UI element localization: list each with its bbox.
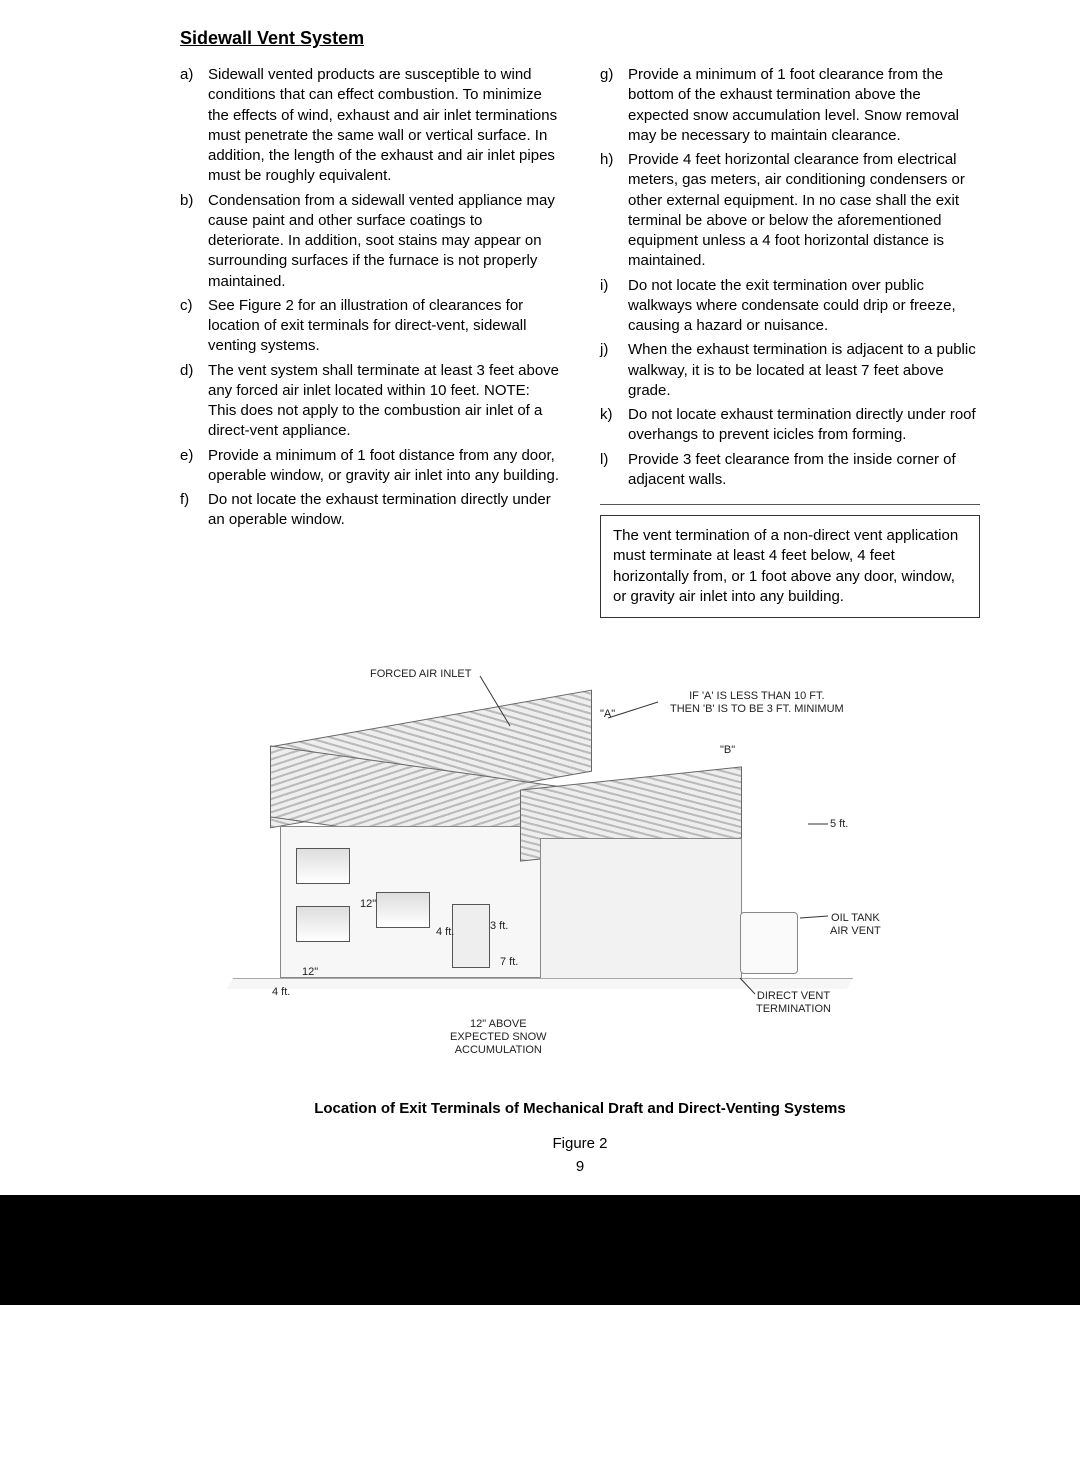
right-item: k)Do not locate exhaust termination dire…: [600, 405, 980, 446]
label-4ft-b: 4 ft.: [272, 986, 290, 999]
two-column-body: a)Sidewall vented products are susceptib…: [180, 65, 980, 618]
label-forced-air-inlet: FORCED AIR INLET: [370, 668, 471, 681]
figure-2: FORCED AIR INLET "A" IF 'A' IS LESS THAN…: [180, 648, 980, 1175]
label-5ft: 5 ft.: [830, 818, 848, 831]
list-marker: h): [600, 150, 628, 272]
list-marker: g): [600, 65, 628, 146]
label-12in-b: 12": [302, 966, 318, 979]
right-item: h)Provide 4 feet horizontal clearance fr…: [600, 150, 980, 272]
divider: [600, 504, 980, 505]
figure-caption: Location of Exit Terminals of Mechanical…: [180, 1100, 980, 1117]
left-item: c)See Figure 2 for an illustration of cl…: [180, 296, 560, 357]
label-a: "A": [600, 708, 615, 721]
list-text: Provide 3 feet clearance from the inside…: [628, 450, 980, 491]
left-item: b)Condensation from a sidewall vented ap…: [180, 191, 560, 292]
list-text: Do not locate exhaust termination direct…: [628, 405, 980, 446]
list-marker: b): [180, 191, 208, 292]
label-snow: 12" ABOVE EXPECTED SNOW ACCUMULATION: [450, 1018, 547, 1058]
list-text: Do not locate the exhaust termination di…: [208, 490, 560, 531]
label-rule-text: IF 'A' IS LESS THAN 10 FT. THEN 'B' IS T…: [670, 690, 844, 716]
list-marker: k): [600, 405, 628, 446]
list-text: The vent system shall terminate at least…: [208, 361, 560, 442]
list-text: When the exhaust termination is adjacent…: [628, 340, 980, 401]
list-marker: e): [180, 446, 208, 487]
left-item: a)Sidewall vented products are susceptib…: [180, 65, 560, 187]
figure-label: Figure 2: [180, 1135, 980, 1152]
list-text: Provide a minimum of 1 foot clearance fr…: [628, 65, 980, 146]
label-12in-a: 12": [360, 898, 376, 911]
list-marker: l): [600, 450, 628, 491]
list-marker: i): [600, 276, 628, 337]
list-text: Sidewall vented products are susceptible…: [208, 65, 560, 187]
left-item: e)Provide a minimum of 1 foot distance f…: [180, 446, 560, 487]
list-text: See Figure 2 for an illustration of clea…: [208, 296, 560, 357]
section-heading: Sidewall Vent System: [180, 28, 980, 49]
right-column: g)Provide a minimum of 1 foot clearance …: [600, 65, 980, 618]
right-item: i)Do not locate the exit termination ove…: [600, 276, 980, 337]
list-text: Do not locate the exit termination over …: [628, 276, 980, 337]
label-7ft: 7 ft.: [500, 956, 518, 969]
list-marker: a): [180, 65, 208, 187]
label-3ft: 3 ft.: [490, 920, 508, 933]
label-direct-vent: DIRECT VENT TERMINATION: [756, 990, 831, 1016]
list-marker: f): [180, 490, 208, 531]
list-marker: d): [180, 361, 208, 442]
label-b: "B": [720, 744, 735, 757]
right-item: j)When the exhaust termination is adjace…: [600, 340, 980, 401]
label-4ft-a: 4 ft.: [436, 926, 454, 939]
page-number: 9: [180, 1158, 980, 1175]
label-oil-tank: OIL TANK AIR VENT: [830, 912, 881, 938]
right-item: l)Provide 3 feet clearance from the insi…: [600, 450, 980, 491]
diagram-illustration: FORCED AIR INLET "A" IF 'A' IS LESS THAN…: [200, 648, 960, 1088]
list-marker: j): [600, 340, 628, 401]
list-text: Condensation from a sidewall vented appl…: [208, 191, 560, 292]
list-text: Provide 4 feet horizontal clearance from…: [628, 150, 980, 272]
left-column: a)Sidewall vented products are susceptib…: [180, 65, 560, 618]
left-item: d)The vent system shall terminate at lea…: [180, 361, 560, 442]
bottom-black-band: [0, 1195, 1080, 1305]
note-box: The vent termination of a non-direct ven…: [600, 515, 980, 618]
right-item: g)Provide a minimum of 1 foot clearance …: [600, 65, 980, 146]
list-text: Provide a minimum of 1 foot distance fro…: [208, 446, 560, 487]
left-item: f)Do not locate the exhaust termination …: [180, 490, 560, 531]
list-marker: c): [180, 296, 208, 357]
